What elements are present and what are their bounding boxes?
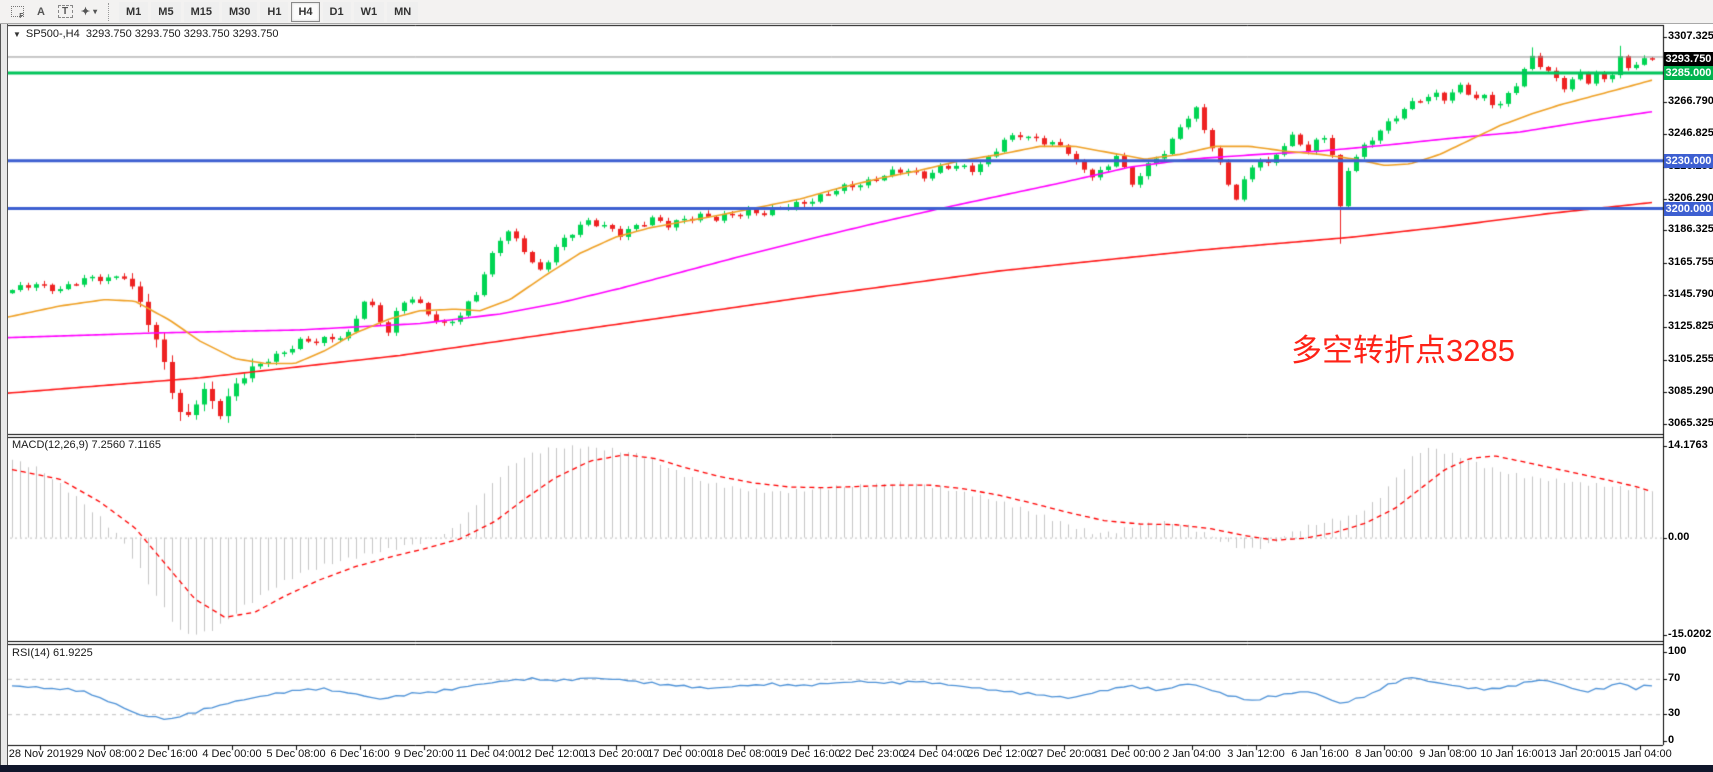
window-frame-line xyxy=(0,24,1,765)
price-axis-label: 3266.790 xyxy=(1668,95,1713,107)
date-axis-label: 24 Dec 04:00 xyxy=(903,748,969,760)
window-frame-line xyxy=(7,24,8,765)
rsi-axis-label: 30 xyxy=(1668,707,1681,720)
macd-axis-label: 0.00 xyxy=(1668,530,1690,543)
green-level-badge: 3285.000 xyxy=(1664,65,1713,80)
tf-button-D1[interactable]: D1 xyxy=(322,1,351,22)
date-axis-label: 29 Nov 08:00 xyxy=(71,748,137,760)
date-axis-label: 4 Dec 00:00 xyxy=(202,748,262,760)
annotation-text: 多空转折点3285 xyxy=(1291,333,1515,368)
date-axis-label: 18 Dec 08:00 xyxy=(711,748,777,760)
date-axis-label: 2 Dec 16:00 xyxy=(138,748,198,760)
price-axis-label: 3246.825 xyxy=(1668,126,1713,139)
cursor-icon[interactable]: A xyxy=(30,2,52,22)
date-axis-label: 2 Jan 04:00 xyxy=(1163,748,1221,760)
date-axis-label: 3 Jan 12:00 xyxy=(1227,748,1285,760)
blue-level-badge-3200: 3200.000 xyxy=(1664,201,1713,216)
date-axis-label: 27 Dec 20:00 xyxy=(1031,748,1097,760)
date-axis-label: 5 Dec 08:00 xyxy=(266,748,326,760)
tf-button-H1[interactable]: H1 xyxy=(260,1,289,22)
toolbar: F A T ✦ ▾ M1 M5 M15 M30 H1 H4 D1 W1 MN xyxy=(0,0,1713,24)
date-axis-label: 6 Jan 16:00 xyxy=(1291,748,1349,760)
timeframe-group: M1 M5 M15 M30 H1 H4 D1 W1 MN xyxy=(119,1,419,22)
chart-canvas[interactable] xyxy=(0,24,1713,765)
date-axis-label: 9 Jan 08:00 xyxy=(1419,748,1477,760)
tf-button-M30[interactable]: M30 xyxy=(221,1,258,22)
date-axis-label: 19 Dec 16:00 xyxy=(775,748,841,760)
date-axis-label: 31 Dec 00:00 xyxy=(1095,748,1161,760)
date-axis-label: 6 Dec 16:00 xyxy=(330,748,390,760)
price-axis-label: 3065.325 xyxy=(1668,416,1713,429)
rsi-axis-label: 70 xyxy=(1668,671,1681,684)
tf-button-H4[interactable]: H4 xyxy=(291,1,320,22)
price-axis-label: 3307.325 xyxy=(1668,30,1713,43)
text-tool-icon[interactable]: T xyxy=(54,2,76,22)
date-axis-label: 28 Nov 2019 xyxy=(8,748,72,760)
current-price-badge: 3293.750 xyxy=(1664,51,1713,66)
tf-button-M1[interactable]: M1 xyxy=(119,1,149,22)
window-frame xyxy=(1,24,7,765)
macd-indicator-label: MACD(12,26,9) 7.2560 7.1165 xyxy=(12,439,161,451)
bottom-bar xyxy=(0,765,1713,772)
toolbar-separator xyxy=(108,2,113,21)
price-axis-label: 3145.790 xyxy=(1668,288,1713,301)
date-axis-label: 13 Dec 20:00 xyxy=(583,748,649,760)
blue-level-badge-3230: 3230.000 xyxy=(1664,153,1713,168)
price-axis-label: 3125.825 xyxy=(1668,320,1713,332)
rsi-axis-label: 0 xyxy=(1668,733,1675,746)
price-axis-label: 3085.290 xyxy=(1668,384,1713,397)
date-axis-label: 9 Dec 20:00 xyxy=(394,748,454,760)
date-axis-label: 8 Jan 00:00 xyxy=(1355,748,1413,760)
price-axis-label: 3206.290 xyxy=(1668,191,1713,204)
tf-button-M5[interactable]: M5 xyxy=(151,1,181,22)
chart-title: ▼ SP500-,H4 3293.750 3293.750 3293.750 32… xyxy=(13,28,279,40)
macd-axis-label: -15.0202 xyxy=(1668,627,1712,640)
date-axis-label: 13 Jan 20:00 xyxy=(1544,748,1608,760)
chart-dropdown-icon[interactable]: ▼ xyxy=(13,30,21,39)
date-axis-label: 12 Dec 12:00 xyxy=(519,748,585,760)
price-axis-label: 3105.255 xyxy=(1668,352,1713,365)
tf-button-W1[interactable]: W1 xyxy=(353,1,385,22)
date-axis-label: 10 Jan 16:00 xyxy=(1480,748,1544,760)
price-axis-label: 3165.755 xyxy=(1668,256,1713,269)
date-axis-label: 26 Dec 12:00 xyxy=(967,748,1033,760)
tf-button-MN[interactable]: MN xyxy=(387,1,419,22)
date-axis-label: 15 Jan 04:00 xyxy=(1608,748,1672,760)
date-axis-label: 22 Dec 23:00 xyxy=(839,748,905,760)
tf-button-M15[interactable]: M15 xyxy=(183,1,219,22)
rsi-axis-label: 100 xyxy=(1668,645,1687,658)
forex-grid-icon[interactable]: F xyxy=(6,2,28,22)
shapes-dropdown-icon[interactable]: ✦ ▾ xyxy=(78,2,100,22)
macd-axis-label: 14.1763 xyxy=(1668,438,1708,451)
date-axis-label: 17 Dec 00:00 xyxy=(647,748,713,760)
date-axis-label: 11 Dec 04:00 xyxy=(455,748,521,760)
price-axis-label: 3186.325 xyxy=(1668,223,1713,236)
rsi-indicator-label: RSI(14) 61.9225 xyxy=(12,647,93,659)
